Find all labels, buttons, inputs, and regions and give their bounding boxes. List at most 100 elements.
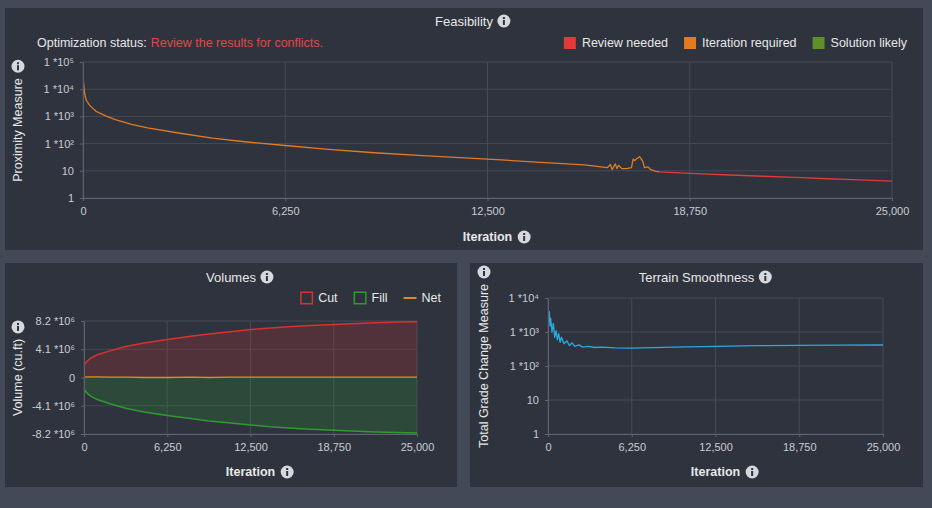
series-line: [83, 76, 659, 172]
y-axis-tick: 1: [533, 428, 548, 440]
y-axis-line: [83, 63, 84, 199]
info-icon-stem[interactable]: [286, 471, 288, 476]
legend-item[interactable]: Fill: [354, 291, 387, 305]
info-icon-circle[interactable]: [746, 466, 759, 479]
info-icon-dot[interactable]: [483, 268, 485, 270]
y-axis-tick-label: 1 *10²: [510, 360, 540, 372]
legend-label[interactable]: Iteration required: [702, 36, 797, 50]
info-icon-dot[interactable]: [286, 468, 288, 470]
x-axis-tick-mark: [690, 198, 691, 201]
legend-label[interactable]: Cut: [318, 291, 338, 305]
legend-swatch[interactable]: [813, 37, 825, 49]
x-axis-tick: 18,750: [783, 434, 817, 453]
legend-label[interactable]: Fill: [372, 291, 388, 305]
info-icon-circle[interactable]: [12, 60, 25, 73]
info-icon-dot[interactable]: [17, 323, 19, 325]
legend: Review needed Iteration required Solution …: [564, 36, 908, 50]
legend-swatch[interactable]: [354, 292, 366, 304]
y-axis-tick-label: -8.2 *10⁶: [32, 428, 75, 440]
info-icon-stem[interactable]: [751, 471, 753, 476]
info-icon[interactable]: [281, 466, 294, 479]
y-axis-tick-mark: [545, 400, 548, 401]
info-icon-circle[interactable]: [518, 231, 531, 244]
status-text: Review the results for conflicts.: [151, 36, 323, 50]
info-icon[interactable]: [746, 466, 759, 479]
y-axis-tick: 10: [527, 394, 548, 406]
background: [0, 0, 932, 508]
y-axis-tick-mark: [80, 171, 83, 172]
plot-marks: [83, 76, 892, 181]
legend-item[interactable]: Solution likely: [813, 36, 908, 50]
legend-item[interactable]: Cut: [301, 291, 338, 305]
chart-panel: 06,25012,50018,75025,0001101 *10²1 *10³1…: [470, 263, 923, 487]
info-icon-circle[interactable]: [497, 15, 510, 28]
info-icon-stem[interactable]: [764, 276, 766, 281]
info-icon[interactable]: [518, 231, 531, 244]
info-icon-circle[interactable]: [260, 271, 273, 284]
y-axis-line: [548, 299, 549, 435]
legend-swatch[interactable]: [301, 292, 313, 304]
series-line: [659, 172, 892, 181]
y-axis-tick: -4.1 *10⁶: [32, 400, 84, 412]
y-axis-tick: 1 *10⁴: [509, 292, 548, 304]
y-axis-tick-mark: [80, 198, 83, 199]
legend-item[interactable]: Net: [404, 291, 442, 305]
info-icon[interactable]: [260, 271, 273, 284]
info-icon-dot[interactable]: [266, 273, 268, 275]
info-icon[interactable]: [12, 60, 25, 73]
y-axis-tick-label: 10: [527, 394, 539, 406]
legend-label[interactable]: Net: [422, 291, 442, 305]
info-icon-dot[interactable]: [764, 273, 766, 275]
y-axis-tick-mark: [545, 366, 548, 367]
info-icon-stem[interactable]: [17, 65, 19, 70]
info-icon[interactable]: [759, 271, 772, 284]
info-icon-stem[interactable]: [503, 20, 505, 25]
info-icon-dot[interactable]: [17, 62, 19, 64]
y-axis-tick: 1 *10²: [510, 360, 548, 372]
y-axis-tick-mark: [80, 116, 83, 117]
y-axis-tick: -8.2 *10⁶: [32, 428, 84, 440]
legend-label[interactable]: Solution likely: [831, 36, 908, 50]
legend: Cut Fill Net: [301, 291, 442, 305]
x-axis-tick-label: 6,250: [618, 441, 646, 453]
y-axis-tick-label: 1 *10²: [45, 138, 75, 150]
grid-line-x: [83, 62, 84, 198]
legend-swatch[interactable]: [404, 297, 417, 299]
x-axis-tick: 0: [80, 198, 86, 217]
area-edge: [84, 322, 417, 365]
y-axis-tick: 1 *10⁴: [44, 83, 83, 95]
area-fill: [84, 378, 417, 433]
legend-item[interactable]: Iteration required: [684, 36, 797, 50]
x-axis-tick-label: 12,500: [234, 441, 268, 453]
info-icon-circle[interactable]: [12, 320, 25, 333]
legend-label[interactable]: Review needed: [582, 36, 668, 50]
panel-background: [5, 8, 923, 250]
x-axis-tick: 12,500: [471, 198, 505, 217]
info-icon-dot[interactable]: [523, 233, 525, 235]
info-icon-stem[interactable]: [483, 271, 485, 276]
x-axis-tick: 6,250: [154, 434, 182, 453]
legend-item[interactable]: Review needed: [564, 36, 668, 50]
x-axis-tick-label: 0: [81, 441, 87, 453]
info-icon-stem[interactable]: [17, 326, 19, 331]
info-icon-dot[interactable]: [503, 17, 505, 19]
info-icon[interactable]: [12, 320, 25, 333]
y-axis-tick-label: 10: [62, 165, 74, 177]
info-icon-circle[interactable]: [759, 271, 772, 284]
info-icon-stem[interactable]: [523, 236, 525, 241]
legend-swatch[interactable]: [564, 37, 576, 49]
y-axis-tick-mark: [81, 406, 84, 407]
info-icon[interactable]: [497, 15, 510, 28]
info-icon-stem[interactable]: [266, 276, 268, 281]
info-icon-circle[interactable]: [281, 466, 294, 479]
plot-marks: [84, 322, 417, 433]
info-icon-dot[interactable]: [751, 468, 753, 470]
x-axis-title: Iteration: [226, 465, 275, 479]
y-axis-tick: 4.1 *10⁶: [36, 343, 84, 355]
x-axis-tick-mark: [883, 434, 884, 437]
y-axis-tick-label: 1 *10⁵: [44, 56, 74, 68]
grid-line-x: [883, 298, 884, 434]
info-icon[interactable]: [478, 266, 491, 279]
info-icon-circle[interactable]: [478, 266, 491, 279]
legend-swatch[interactable]: [684, 37, 696, 49]
